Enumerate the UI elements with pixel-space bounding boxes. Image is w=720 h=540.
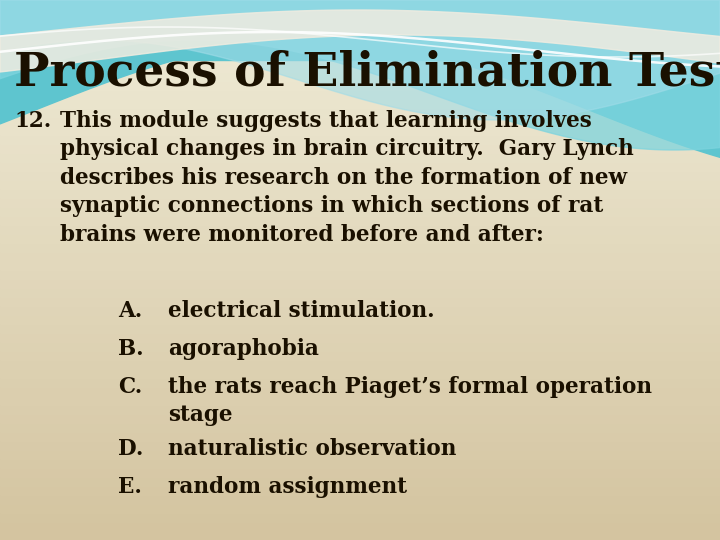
Bar xyxy=(0,143,720,153)
Bar xyxy=(0,242,720,252)
Bar xyxy=(0,350,720,360)
Bar xyxy=(0,188,720,198)
Text: agoraphobia: agoraphobia xyxy=(168,338,319,360)
Bar xyxy=(0,287,720,297)
Text: C.: C. xyxy=(118,376,143,398)
Bar xyxy=(0,377,720,387)
Bar xyxy=(0,341,720,351)
Bar xyxy=(0,134,720,144)
Bar xyxy=(0,161,720,171)
Bar xyxy=(0,125,720,135)
Bar xyxy=(0,323,720,333)
Polygon shape xyxy=(0,0,720,157)
Bar xyxy=(0,332,720,342)
Bar xyxy=(0,107,720,117)
Bar xyxy=(0,116,720,126)
Bar xyxy=(0,296,720,306)
Bar xyxy=(0,386,720,396)
Bar xyxy=(0,404,720,414)
Bar xyxy=(0,179,720,189)
Bar xyxy=(0,476,720,486)
Bar xyxy=(0,215,720,225)
Text: 12.: 12. xyxy=(14,110,51,132)
Bar xyxy=(0,413,720,423)
Bar xyxy=(0,170,720,180)
Bar xyxy=(0,521,720,531)
Bar xyxy=(0,53,720,63)
Bar xyxy=(0,89,720,99)
Bar xyxy=(0,224,720,234)
Polygon shape xyxy=(0,0,720,150)
Bar xyxy=(0,35,720,45)
Polygon shape xyxy=(0,10,720,72)
Bar xyxy=(0,98,720,108)
Bar xyxy=(0,44,720,54)
Text: D.: D. xyxy=(118,438,143,460)
Bar xyxy=(0,422,720,432)
Bar xyxy=(0,449,720,459)
Bar xyxy=(0,485,720,495)
Bar xyxy=(0,512,720,522)
Bar xyxy=(0,233,720,243)
Polygon shape xyxy=(0,0,720,120)
Text: Process of Elimination Test: Process of Elimination Test xyxy=(14,49,720,95)
Bar xyxy=(0,530,720,540)
Text: A.: A. xyxy=(118,300,143,322)
Bar xyxy=(0,0,720,60)
Bar xyxy=(0,8,720,18)
Bar xyxy=(0,395,720,405)
Text: E.: E. xyxy=(118,476,142,498)
Text: This module suggests that learning involves
physical changes in brain circuitry.: This module suggests that learning invol… xyxy=(60,110,634,246)
Text: electrical stimulation.: electrical stimulation. xyxy=(168,300,435,322)
Bar xyxy=(0,152,720,162)
Bar xyxy=(0,359,720,369)
Bar xyxy=(0,80,720,90)
Text: naturalistic observation: naturalistic observation xyxy=(168,438,456,460)
Bar xyxy=(0,71,720,81)
Bar xyxy=(0,206,720,216)
Text: the rats reach Piaget’s formal operation
stage: the rats reach Piaget’s formal operation… xyxy=(168,376,652,427)
Bar xyxy=(0,305,720,315)
Text: random assignment: random assignment xyxy=(168,476,407,498)
Bar xyxy=(0,368,720,378)
Bar xyxy=(0,26,720,36)
Bar xyxy=(0,17,720,27)
Bar xyxy=(0,494,720,504)
Bar xyxy=(0,458,720,468)
Bar xyxy=(0,0,720,9)
Bar xyxy=(0,467,720,477)
Bar xyxy=(0,431,720,441)
Bar xyxy=(0,197,720,207)
Bar xyxy=(0,269,720,279)
Bar xyxy=(0,260,720,270)
Bar xyxy=(0,440,720,450)
Bar xyxy=(0,62,720,72)
Bar xyxy=(0,503,720,513)
Bar xyxy=(0,251,720,261)
Bar xyxy=(0,278,720,288)
Text: B.: B. xyxy=(118,338,143,360)
Bar xyxy=(0,314,720,324)
